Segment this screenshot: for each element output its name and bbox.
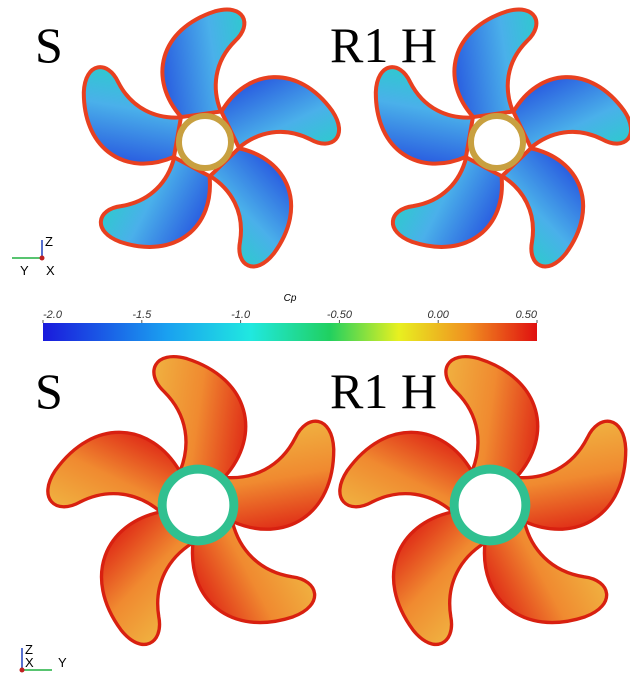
propeller bbox=[22, 341, 365, 677]
colorbar-tick-label: -2.0 bbox=[43, 309, 63, 321]
colorbar-tick-label: -0.50 bbox=[327, 309, 353, 321]
panel-label: R1 H bbox=[330, 17, 437, 73]
axis-label: X bbox=[46, 263, 55, 278]
colorbar-tick-label: 0.50 bbox=[516, 309, 538, 321]
colorbar-tick-label: -1.5 bbox=[132, 309, 152, 321]
panel-label: S bbox=[35, 363, 63, 419]
colorbar bbox=[43, 323, 537, 341]
axes-triad: Z X Y bbox=[19, 642, 67, 673]
panel-label: S bbox=[35, 17, 63, 73]
axis-label: Z bbox=[25, 642, 33, 657]
panel-label: R1 H bbox=[330, 363, 437, 419]
axis-label: Y bbox=[58, 655, 67, 670]
colorbar-tick-label: -1.0 bbox=[231, 309, 251, 321]
axis-label: Z bbox=[45, 234, 53, 249]
propeller bbox=[56, 0, 362, 296]
propeller bbox=[348, 0, 630, 296]
axis-label: X bbox=[25, 655, 34, 670]
axes-triad: Z Y X bbox=[12, 234, 55, 278]
colorbar-tick-label: 0.00 bbox=[427, 309, 449, 321]
colorbar-title: Cp bbox=[284, 293, 297, 304]
axis-label: Y bbox=[20, 263, 29, 278]
propeller bbox=[314, 341, 630, 677]
